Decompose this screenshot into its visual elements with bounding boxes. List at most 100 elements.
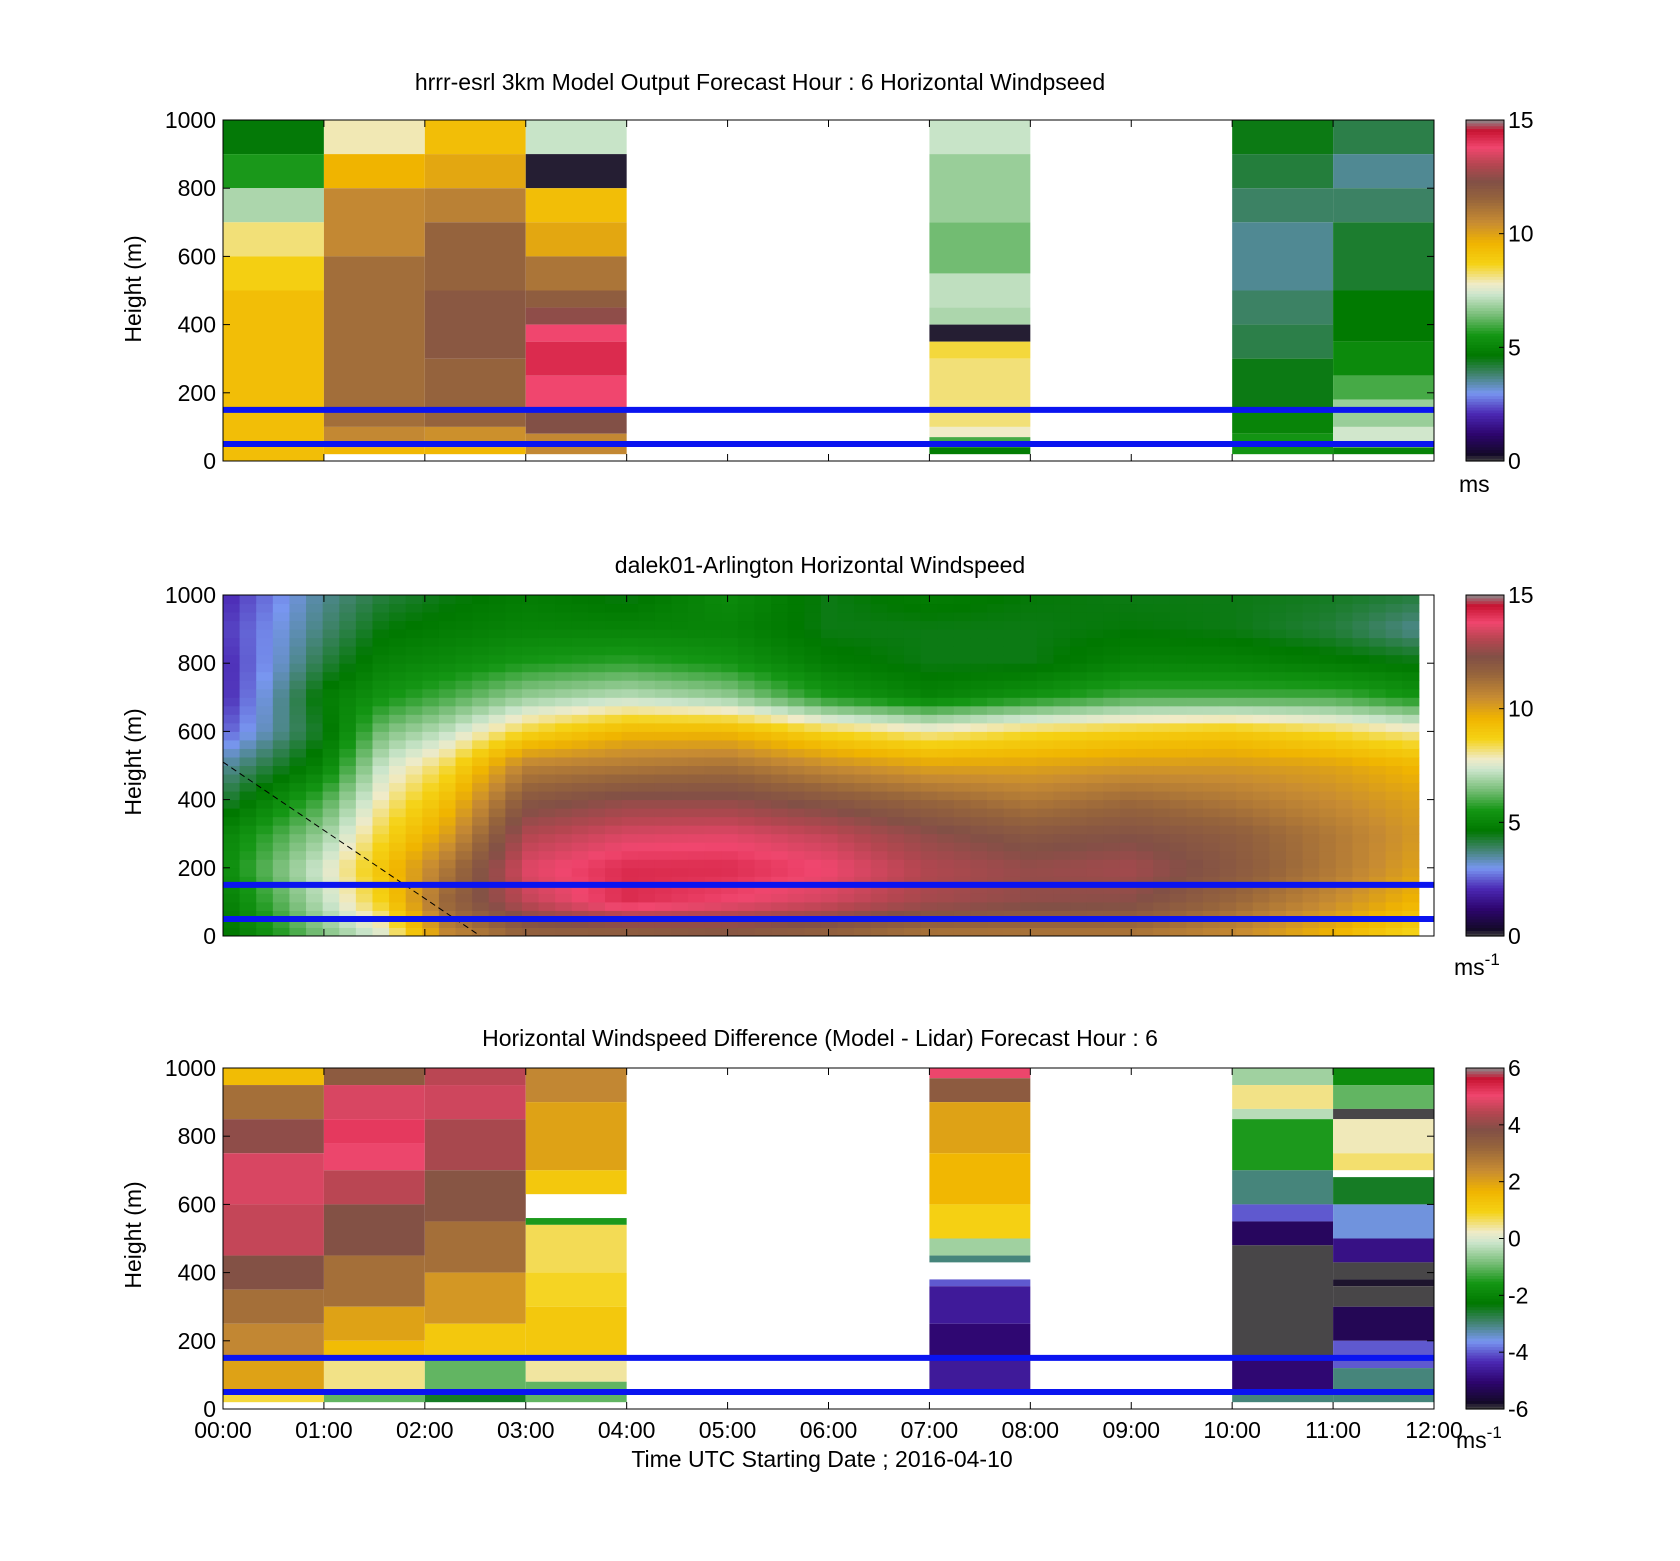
heatmap-cell bbox=[1070, 680, 1088, 690]
heatmap-cell bbox=[372, 850, 390, 860]
colorbar-segment bbox=[1466, 267, 1504, 272]
heatmap-cell bbox=[355, 876, 373, 886]
heatmap-cell bbox=[272, 688, 290, 698]
heatmap-cell bbox=[621, 833, 639, 843]
heatmap-cell bbox=[1385, 774, 1403, 784]
heatmap-cell bbox=[239, 722, 257, 732]
heatmap-cell bbox=[1202, 688, 1221, 698]
heatmap-cell bbox=[389, 697, 407, 707]
heatmap-cell bbox=[621, 663, 639, 673]
heatmap-cell bbox=[737, 910, 755, 920]
model-output-panel: hrrr-esrl 3km Model Output Forecast Hour… bbox=[120, 69, 1534, 497]
heatmap-cell bbox=[1302, 808, 1320, 818]
heatmap-cell bbox=[771, 603, 789, 613]
heatmap-cell bbox=[521, 799, 540, 809]
heatmap-cell bbox=[1169, 918, 1187, 928]
heatmap-cell bbox=[1202, 671, 1221, 681]
colorbar-segment bbox=[1466, 429, 1504, 434]
heatmap-cell bbox=[704, 850, 722, 860]
heatmap-cell bbox=[754, 910, 772, 920]
heatmap-cell bbox=[1103, 739, 1121, 749]
heatmap-cell bbox=[754, 799, 772, 809]
heatmap-cell bbox=[638, 893, 656, 903]
heatmap-cell bbox=[588, 876, 606, 886]
heatmap-cell bbox=[256, 637, 274, 647]
heatmap-cell bbox=[1103, 825, 1121, 835]
colorbar-segment bbox=[1466, 933, 1504, 937]
y-tick-label: 1000 bbox=[165, 582, 216, 608]
heatmap-cell bbox=[1003, 629, 1021, 639]
heatmap-cell bbox=[804, 595, 822, 605]
heatmap-cell bbox=[837, 901, 855, 911]
heatmap-cell bbox=[688, 884, 706, 894]
heatmap-cell bbox=[1236, 748, 1254, 758]
heatmap-cell bbox=[804, 671, 822, 681]
colorbar-segment bbox=[1466, 233, 1504, 238]
heatmap-cell bbox=[1302, 671, 1320, 681]
heatmap-cell bbox=[1302, 654, 1320, 664]
colorbar-segment bbox=[1466, 185, 1504, 189]
heatmap-cell bbox=[721, 901, 739, 911]
heatmap-cell bbox=[920, 654, 938, 664]
heatmap-cell bbox=[837, 816, 855, 826]
heatmap-cell bbox=[987, 799, 1005, 809]
heatmap-cell bbox=[424, 1391, 526, 1403]
heatmap-cell bbox=[1153, 901, 1171, 911]
heatmap-cell bbox=[1119, 680, 1138, 690]
heatmap-cell bbox=[1285, 620, 1304, 630]
heatmap-cell bbox=[870, 833, 888, 843]
y-tick-label: 800 bbox=[178, 1123, 216, 1149]
heatmap-cell bbox=[555, 731, 573, 741]
heatmap-cell bbox=[1136, 620, 1154, 630]
heatmap-cell bbox=[472, 629, 490, 639]
heatmap-cell bbox=[605, 901, 623, 911]
colorbar-segment bbox=[1466, 680, 1504, 684]
heatmap-cell bbox=[638, 756, 656, 766]
heatmap-cell bbox=[1319, 918, 1337, 928]
heatmap-cell bbox=[970, 765, 988, 775]
heatmap-cell bbox=[1219, 833, 1237, 843]
heatmap-cell bbox=[521, 595, 540, 605]
heatmap-cell bbox=[1103, 646, 1121, 656]
colorbar-segment bbox=[1466, 839, 1504, 843]
heatmap-cell bbox=[837, 910, 855, 920]
heatmap-cell bbox=[1153, 714, 1171, 724]
heatmap-cell bbox=[588, 808, 606, 818]
heatmap-cell bbox=[1232, 290, 1334, 325]
heatmap-cell bbox=[621, 748, 639, 758]
heatmap-cell bbox=[1036, 910, 1054, 920]
heatmap-cell bbox=[704, 705, 722, 715]
colorbar-segment bbox=[1466, 344, 1504, 348]
colorbar-segment bbox=[1466, 1272, 1504, 1277]
heatmap-cell bbox=[422, 893, 440, 903]
heatmap-cell bbox=[737, 731, 755, 741]
heatmap-cell bbox=[1186, 774, 1204, 784]
heatmap-cell bbox=[571, 927, 589, 937]
heatmap-cell bbox=[223, 756, 241, 766]
colorbar-segment bbox=[1466, 321, 1504, 326]
heatmap-cell bbox=[1319, 927, 1337, 937]
heatmap-cell bbox=[505, 893, 523, 903]
heatmap-cell bbox=[571, 876, 589, 886]
colorbar-segment bbox=[1466, 1147, 1504, 1152]
heatmap-cell bbox=[289, 782, 307, 792]
heatmap-cell bbox=[704, 688, 722, 698]
heatmap-cell bbox=[804, 722, 822, 732]
heatmap-cell bbox=[1232, 1221, 1334, 1246]
heatmap-cell bbox=[355, 697, 373, 707]
heatmap-cell bbox=[256, 774, 274, 784]
heatmap-cell bbox=[987, 833, 1005, 843]
heatmap-cell bbox=[987, 739, 1005, 749]
heatmap-cell bbox=[970, 722, 988, 732]
heatmap-cell bbox=[953, 671, 971, 681]
heatmap-cell bbox=[887, 680, 905, 690]
heatmap-cell bbox=[787, 850, 805, 860]
heatmap-cell bbox=[1352, 876, 1370, 886]
heatmap-cell bbox=[804, 884, 822, 894]
heatmap-cell bbox=[920, 680, 938, 690]
heatmap-cell bbox=[671, 910, 689, 920]
heatmap-cell bbox=[339, 808, 357, 818]
heatmap-cell bbox=[654, 825, 672, 835]
heatmap-cell bbox=[272, 705, 290, 715]
heatmap-cell bbox=[223, 842, 241, 852]
